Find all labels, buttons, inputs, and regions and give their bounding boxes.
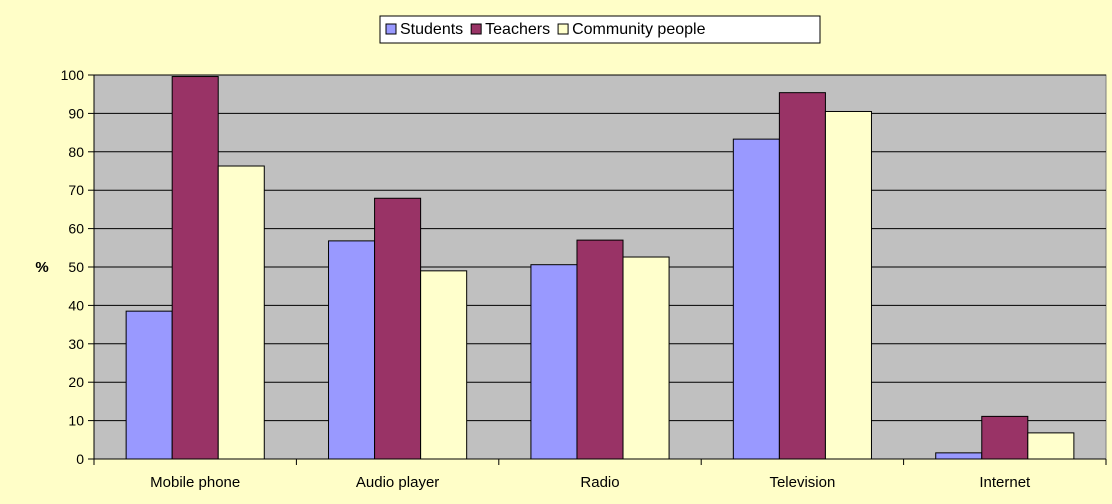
- y-tick-label: 40: [68, 297, 84, 313]
- bar-community-people: [420, 270, 468, 460]
- legend-swatch: [470, 23, 482, 35]
- y-tick-label: 20: [68, 374, 84, 390]
- bar-students: [732, 138, 780, 460]
- y-tick-label: 70: [68, 182, 84, 198]
- bar-teachers: [374, 197, 422, 460]
- y-axis-label: %: [35, 259, 48, 276]
- y-tick-label: 30: [68, 336, 84, 352]
- bar-community-people: [622, 256, 670, 460]
- y-tick-label: 100: [61, 67, 85, 83]
- y-tick-label: 50: [68, 259, 84, 275]
- bar-students: [125, 310, 173, 460]
- y-tick-label: 60: [68, 221, 84, 237]
- legend-swatch: [385, 23, 397, 35]
- legend: Students Teachers Community people: [379, 15, 821, 44]
- y-tick-label: 10: [68, 413, 84, 429]
- axes: 0 10 20 30 40 50 60 70 80 90 100 Mobile phone Audio …: [61, 67, 1107, 491]
- bar-community-people: [1027, 432, 1075, 460]
- bar-teachers: [576, 239, 624, 460]
- x-tick-label: Internet: [979, 474, 1031, 491]
- bar-community-people: [217, 165, 265, 460]
- y-tick-label: 80: [68, 144, 84, 160]
- bar-teachers: [981, 415, 1029, 460]
- bar-students: [530, 264, 578, 460]
- x-tick-label: Mobile phone: [150, 474, 240, 491]
- y-tick-label: 0: [76, 451, 84, 467]
- x-tick-label: Audio player: [356, 474, 439, 491]
- bar-teachers: [171, 76, 219, 460]
- legend-label: Teachers: [485, 21, 550, 38]
- bar-community-people: [824, 110, 872, 460]
- bars: [125, 76, 1075, 460]
- x-tick-label: Radio: [580, 474, 619, 491]
- legend-box: [379, 15, 821, 44]
- y-tick-label: 90: [68, 105, 84, 121]
- legend-label: Students: [400, 21, 463, 38]
- legend-swatch: [557, 23, 569, 35]
- bar-students: [935, 452, 983, 460]
- bar-teachers: [778, 92, 826, 460]
- legend-label: Community people: [572, 21, 706, 38]
- x-tick-label: Television: [769, 474, 835, 491]
- bar-students: [328, 240, 376, 460]
